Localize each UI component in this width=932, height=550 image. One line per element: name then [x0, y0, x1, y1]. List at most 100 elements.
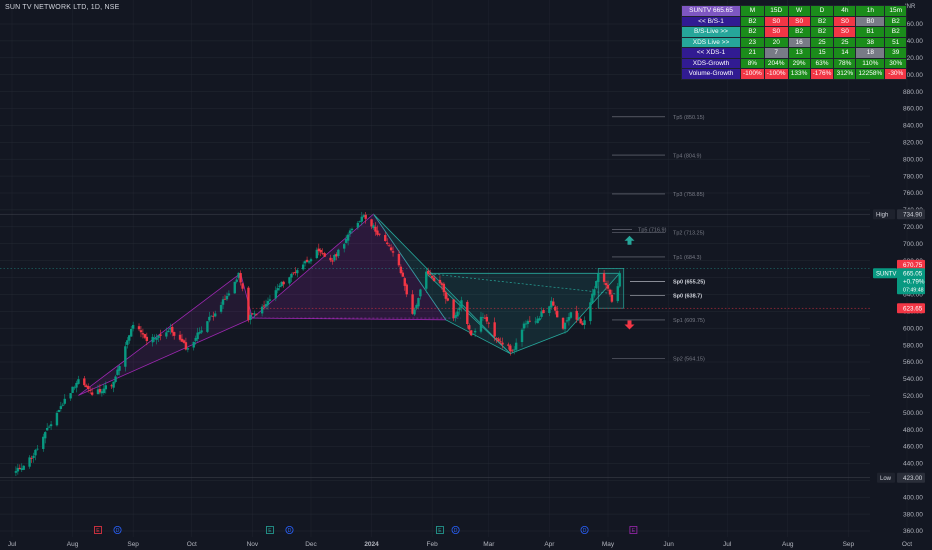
event-marker[interactable]: D — [580, 526, 589, 535]
candle — [389, 244, 393, 252]
candle — [98, 384, 102, 395]
candle — [499, 337, 502, 344]
candle — [526, 319, 530, 328]
price-tags: High 734.90 Low 423.00 670.75 623.65 SUNTV 665.… — [873, 209, 925, 483]
high-tag-value-bg — [897, 209, 925, 220]
y-tick-label: 440.00 — [903, 461, 923, 468]
candle — [446, 294, 449, 302]
candle — [73, 385, 76, 391]
candle — [595, 280, 598, 290]
candle — [495, 337, 498, 344]
level-label: Sp0 (655.25) — [673, 280, 705, 286]
x-tick-label: Apr — [544, 541, 555, 548]
x-tick-label: Aug — [782, 541, 794, 548]
y-tick-label: 920.00 — [903, 55, 923, 62]
candle — [255, 313, 258, 316]
candle — [59, 401, 63, 412]
level-label: Tp1 (684.3) — [673, 255, 702, 261]
signal-cell: B2 — [809, 26, 835, 38]
candle — [102, 383, 106, 395]
candle — [167, 328, 170, 333]
y-tick-label: 480.00 — [903, 427, 923, 434]
signal-row-label: XDS Live >> — [681, 36, 741, 48]
signal-row-label: XDS-Growth — [681, 57, 741, 69]
candle — [186, 346, 190, 353]
event-marker[interactable]: E — [94, 526, 102, 535]
event-marker[interactable]: D — [451, 526, 460, 535]
candle — [124, 342, 127, 372]
candle — [552, 298, 555, 306]
time-axis[interactable]: Jul Aug Sep Oct Nov Dec 2024 Feb Mar Apr May Jun Jul… — [8, 541, 912, 548]
candle — [309, 257, 313, 265]
candle — [36, 444, 39, 451]
candle — [47, 425, 51, 429]
candle — [61, 402, 65, 407]
high-tag-label-bg — [873, 209, 895, 220]
event-marker[interactable]: D — [113, 526, 122, 535]
candle — [454, 312, 457, 322]
candle — [458, 302, 461, 315]
level-label: Sp2 (564.15) — [673, 357, 705, 363]
candle — [511, 349, 514, 353]
signal-row: << B/S-1 B2 S0 S0 B2 S0 B0 B2 — [681, 15, 908, 27]
candle — [333, 253, 336, 262]
signal-cell: B1 — [855, 26, 886, 38]
signal-cell: -100% — [740, 68, 765, 80]
event-marker[interactable]: E — [266, 526, 274, 535]
candle — [344, 234, 348, 244]
candle — [577, 313, 580, 322]
candle — [487, 321, 490, 328]
candle — [374, 222, 377, 236]
candle — [350, 227, 354, 234]
candle — [497, 337, 500, 343]
candle — [71, 386, 74, 394]
candle — [16, 463, 20, 475]
candle — [427, 267, 430, 277]
candle — [110, 383, 113, 389]
level-label: Tp5 (850.15) — [673, 115, 705, 121]
candle — [22, 465, 25, 471]
symbol-tag: SUNTV — [876, 271, 896, 277]
candle — [219, 301, 223, 314]
y-tick-label: 640.00 — [903, 292, 923, 299]
candle — [501, 337, 504, 349]
sell-arrow-icon — [624, 320, 635, 330]
candle — [442, 282, 446, 296]
signal-cell: 7 — [763, 47, 789, 59]
candle — [180, 333, 184, 342]
candle — [456, 308, 459, 317]
candle — [419, 288, 422, 300]
candle — [227, 290, 231, 297]
candle — [45, 423, 49, 431]
y-tick-label: 960.00 — [903, 21, 923, 28]
signal-cell: 39 — [884, 47, 908, 59]
candle — [159, 329, 162, 341]
timeframe-header-cell: 15D — [763, 5, 789, 17]
signal-cell: S0 — [833, 15, 857, 27]
candle — [468, 323, 471, 335]
candle — [290, 272, 293, 283]
event-marker[interactable]: E — [629, 526, 638, 535]
candle — [401, 269, 405, 277]
signal-cell: 25 — [809, 36, 835, 48]
candle — [169, 323, 172, 335]
currency-label[interactable]: INR — [905, 4, 916, 10]
y-tick-label: 760.00 — [903, 190, 923, 197]
event-marker[interactable]: E — [436, 526, 444, 535]
event-marker[interactable]: D — [285, 526, 294, 535]
candle — [28, 455, 31, 469]
candle — [520, 328, 524, 347]
signal-cell: S0 — [787, 15, 811, 27]
candle — [415, 303, 418, 311]
candle — [438, 275, 442, 285]
x-tick-label: Jun — [663, 541, 674, 548]
candle — [481, 312, 485, 321]
candle — [565, 317, 569, 324]
candle — [303, 259, 307, 267]
candle — [225, 292, 229, 302]
low-tag-label-bg — [877, 472, 895, 483]
candle — [32, 452, 35, 463]
bar-timer: 07:49:48 — [903, 287, 924, 293]
candle — [608, 288, 612, 297]
